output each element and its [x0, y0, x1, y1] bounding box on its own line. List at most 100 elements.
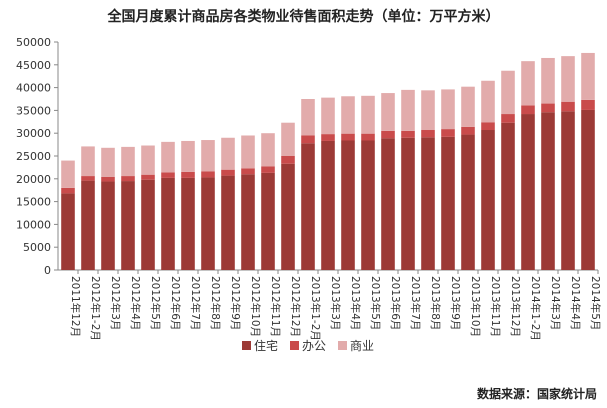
- x-tick-label: 2012年5月: [149, 276, 162, 330]
- y-tick-label: 50000: [16, 36, 51, 49]
- bar-office: [281, 156, 295, 164]
- x-tick-label: 2012年10月: [249, 276, 262, 337]
- x-tick-label: 2013年7月: [409, 276, 422, 330]
- x-tick-label: 2014年1-2月: [529, 276, 542, 341]
- bar-commercial: [361, 95, 375, 134]
- bar-residential: [541, 112, 555, 270]
- x-tick-label: 2012年3月: [109, 276, 122, 330]
- bar-office: [141, 174, 155, 180]
- x-tick-label: 2014年3月: [549, 276, 562, 330]
- bar-residential: [161, 177, 175, 270]
- bar-commercial: [161, 141, 175, 173]
- bar-residential: [181, 177, 195, 270]
- bar-residential: [421, 137, 435, 270]
- bar-commercial: [381, 93, 395, 131]
- bar-residential: [261, 172, 275, 270]
- bar-commercial: [61, 160, 75, 188]
- x-tick-label: 2013年3月: [329, 276, 342, 330]
- bar-office: [321, 134, 335, 141]
- bar-residential: [81, 180, 95, 270]
- bar-residential: [141, 179, 155, 270]
- x-tick-label: 2012年1-2月: [89, 276, 102, 341]
- bar-residential: [121, 181, 135, 270]
- data-source-note: 数据来源：国家统计局: [476, 387, 597, 401]
- x-tick-label: 2014年5月: [589, 276, 602, 330]
- x-tick-label: 2013年9月: [449, 276, 462, 330]
- x-tick-label: 2013年6月: [389, 276, 402, 330]
- bar-residential: [301, 143, 315, 270]
- y-tick-label: 15000: [16, 196, 51, 209]
- bar-office: [81, 176, 95, 181]
- bar-office: [101, 176, 115, 182]
- bar-office: [61, 187, 75, 194]
- x-tick-label: 2012年8月: [209, 276, 222, 330]
- bar-residential: [101, 181, 115, 270]
- bar-commercial: [401, 89, 415, 131]
- bar-commercial: [441, 89, 455, 130]
- bar-commercial: [261, 133, 275, 167]
- y-tick-label: 25000: [16, 150, 51, 163]
- bar-residential: [441, 136, 455, 270]
- bar-residential: [61, 193, 75, 270]
- bar-commercial: [461, 86, 475, 127]
- bar-office: [401, 130, 415, 138]
- bar-residential: [501, 122, 515, 270]
- bar-residential: [321, 140, 335, 270]
- bar-residential: [341, 140, 355, 270]
- bar-residential: [561, 111, 575, 270]
- bar-office: [161, 172, 175, 178]
- x-tick-label: 2012年4月: [129, 276, 142, 330]
- x-tick-label: 2014年4月: [569, 276, 582, 330]
- x-tick-label: 2012年9月: [229, 276, 242, 330]
- x-tick-label: 2011年12月: [69, 276, 82, 337]
- x-tick-label: 2012年11月: [269, 276, 282, 337]
- bar-residential: [221, 175, 235, 270]
- bar-commercial: [281, 122, 295, 156]
- bar-residential: [381, 138, 395, 270]
- legend-label: 住宅: [254, 338, 278, 353]
- x-tick-label: 2012年7月: [189, 276, 202, 330]
- y-tick-label: 40000: [16, 82, 51, 95]
- bar-office: [301, 135, 315, 144]
- bar-office: [361, 133, 375, 141]
- x-tick-label: 2013年11月: [489, 276, 502, 337]
- bar-residential: [281, 163, 295, 270]
- bar-commercial: [541, 57, 555, 104]
- x-tick-label: 2012年12月: [289, 276, 302, 337]
- bar-commercial: [81, 146, 95, 177]
- x-tick-label: 2013年8月: [429, 276, 442, 330]
- legend-swatch: [242, 341, 251, 350]
- bar-commercial: [421, 90, 435, 131]
- x-tick-label: 2013年1-2月: [309, 276, 322, 341]
- bar-commercial: [101, 147, 115, 177]
- x-tick-label: 2013年12月: [509, 276, 522, 337]
- bar-office: [481, 122, 495, 131]
- bar-office: [461, 126, 475, 135]
- y-tick-label: 20000: [16, 173, 51, 186]
- x-tick-label: 2013年4月: [349, 276, 362, 330]
- x-tick-label: 2013年5月: [369, 276, 382, 330]
- bar-residential: [521, 114, 535, 270]
- bar-commercial: [121, 146, 135, 177]
- bar-office: [581, 99, 595, 110]
- bar-commercial: [321, 97, 335, 135]
- bar-office: [381, 130, 395, 139]
- x-tick-label: 2013年10月: [469, 276, 482, 337]
- bar-office: [221, 169, 235, 176]
- bar-commercial: [561, 56, 575, 102]
- bar-office: [421, 130, 435, 138]
- bar-residential: [241, 174, 255, 270]
- legend-swatch: [338, 341, 347, 350]
- bar-commercial: [581, 52, 595, 100]
- bar-office: [561, 101, 575, 112]
- bar-office: [501, 114, 515, 123]
- y-tick-label: 45000: [16, 59, 51, 72]
- bar-commercial: [341, 96, 355, 134]
- bar-residential: [461, 134, 475, 270]
- bar-commercial: [241, 135, 255, 169]
- legend-swatch: [290, 341, 299, 350]
- y-tick-label: 10000: [16, 218, 51, 231]
- y-tick-label: 5000: [23, 241, 51, 254]
- y-tick-label: 35000: [16, 104, 51, 117]
